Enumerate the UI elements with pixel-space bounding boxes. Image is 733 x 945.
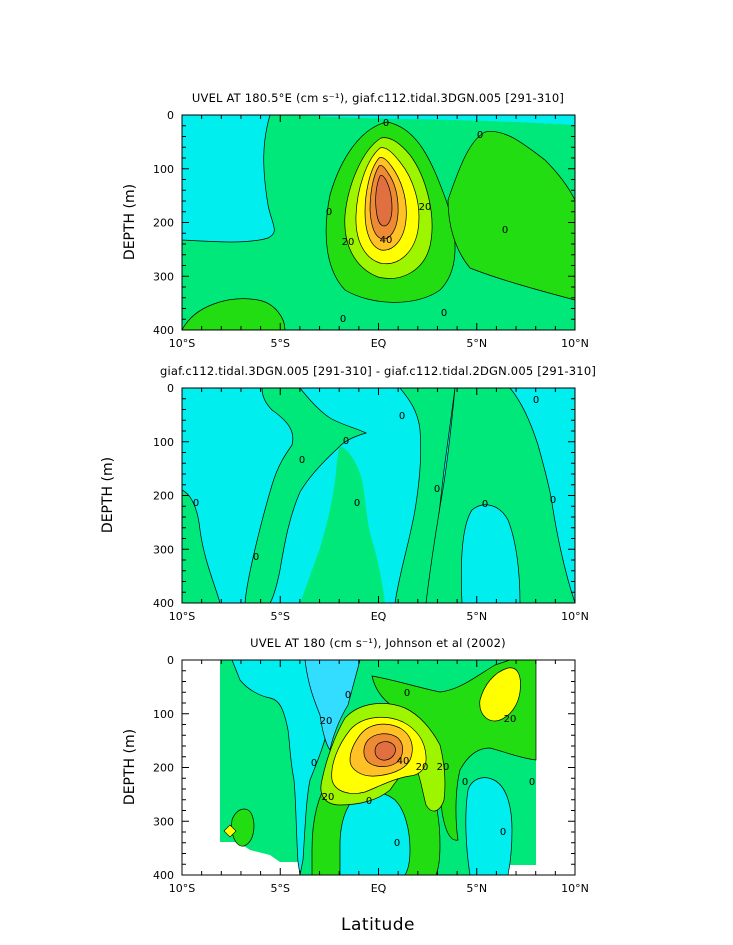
- panel-1-ylabel: DEPTH (m): [122, 184, 138, 260]
- panel-2: giaf.c112.tidal.3DGN.005 [291-310] - gia…: [100, 364, 596, 623]
- y-tick-label: 300: [153, 270, 174, 283]
- p3-label: 0: [500, 827, 506, 838]
- p3-label: 40: [397, 756, 410, 767]
- panel-2-ylabel: DEPTH (m): [100, 457, 116, 533]
- p1-label: 0: [441, 308, 447, 319]
- y-tick-label: 400: [153, 597, 174, 610]
- y-tick-label: 100: [153, 708, 174, 721]
- p1-label: 0: [477, 130, 483, 141]
- x-tick-label: 10°N: [561, 882, 589, 895]
- p3-band-above-60: [374, 741, 396, 761]
- p3-west-edge: [220, 660, 233, 842]
- y-tick-label: 100: [153, 163, 174, 176]
- p3-small-max: [223, 824, 237, 838]
- p3-label: 0: [462, 777, 468, 788]
- p2-label: 0: [354, 498, 360, 509]
- p1-label: 0: [502, 225, 508, 236]
- p3-label: 20: [322, 792, 335, 803]
- panel-1-title: UVEL AT 180.5°E (cm s⁻¹), giaf.c112.tida…: [192, 91, 564, 105]
- x-tick-label: 5°S: [271, 610, 290, 623]
- x-tick-label: 5°N: [466, 337, 487, 350]
- p3-negative-east: [465, 777, 513, 875]
- p2-label: 0: [550, 495, 556, 506]
- p2-positive-mid: [300, 446, 385, 603]
- p2-label: 0: [343, 436, 349, 447]
- p3-label: 0: [529, 777, 535, 788]
- p2-label: 0: [399, 411, 405, 422]
- panel-1-field: [182, 115, 575, 330]
- panel-3: UVEL AT 180 (cm s⁻¹), Johnson et al (200…: [122, 636, 589, 935]
- p2-positive-eastern-arch: [425, 388, 575, 603]
- p3-label: 0: [366, 796, 372, 807]
- x-axis-label: Latitude: [341, 915, 415, 935]
- panel-3-field: [220, 660, 537, 875]
- y-tick-label: 200: [153, 490, 174, 503]
- p1-label: 0: [383, 118, 389, 129]
- panel-2-title: giaf.c112.tidal.3DGN.005 [291-310] - gia…: [160, 364, 596, 378]
- p3-band-10-20-sw: [231, 808, 255, 847]
- p3-label: 0: [404, 688, 410, 699]
- p1-band-10-20-east: [447, 131, 575, 301]
- y-tick-label: 0: [167, 109, 174, 122]
- p2-label: 0: [253, 552, 259, 563]
- y-tick-label: 400: [153, 869, 174, 882]
- y-tick-label: 300: [153, 815, 174, 828]
- p1-label: 40: [380, 235, 393, 246]
- y-tick-label: 0: [167, 382, 174, 395]
- p3-negative-strong: [304, 660, 361, 751]
- p1-label: 0: [340, 314, 346, 325]
- p2-label: 0: [193, 498, 199, 509]
- p3-label: 0: [311, 758, 317, 769]
- x-tick-label: 5°N: [466, 882, 487, 895]
- p1-label: 20: [342, 237, 355, 248]
- p1-band-above-60: [375, 175, 393, 227]
- p2-positive-west: [182, 489, 221, 603]
- panel-3-ylabel: DEPTH (m): [122, 729, 138, 805]
- p1-negative-surface: [300, 115, 575, 125]
- p3-label: 20: [320, 716, 333, 727]
- x-tick-label: 5°N: [466, 610, 487, 623]
- p2-positive-band: [244, 388, 367, 603]
- p3-label: 0: [345, 690, 351, 701]
- p2-label: 0: [434, 484, 440, 495]
- x-tick-label: 10°N: [561, 610, 589, 623]
- p3-label: 20: [504, 714, 517, 725]
- x-tick-label: 10°S: [169, 882, 195, 895]
- y-tick-label: 0: [167, 654, 174, 667]
- x-tick-label: 5°S: [271, 882, 290, 895]
- y-tick-label: 200: [153, 762, 174, 775]
- p3-label: 20: [437, 762, 450, 773]
- panel-1: UVEL AT 180.5°E (cm s⁻¹), giaf.c112.tida…: [122, 91, 589, 350]
- p2-label: 0: [533, 395, 539, 406]
- p2-label: 0: [482, 499, 488, 510]
- x-tick-label: 10°S: [169, 337, 195, 350]
- x-tick-label: 5°S: [271, 337, 290, 350]
- x-tick-label: 10°N: [561, 337, 589, 350]
- p2-label: 0: [299, 455, 305, 466]
- p1-band-10-20-sw: [182, 298, 286, 330]
- x-tick-label: 10°S: [169, 610, 195, 623]
- x-tick-label: EQ: [371, 610, 387, 623]
- p2-ticks: 10°S 5°S EQ 5°N 10°N 0 100 200 300 400: [153, 382, 589, 623]
- p1-negative-west: [182, 115, 275, 243]
- p3-label: 0: [394, 838, 400, 849]
- x-tick-label: EQ: [371, 882, 387, 895]
- x-tick-label: EQ: [371, 337, 387, 350]
- p1-label: 20: [419, 202, 432, 213]
- y-tick-label: 200: [153, 217, 174, 230]
- p3-band-30-40-ne: [479, 667, 521, 722]
- panel-2-field: [182, 388, 575, 603]
- p3-label: 20: [416, 762, 429, 773]
- y-tick-label: 400: [153, 324, 174, 337]
- y-tick-label: 100: [153, 436, 174, 449]
- panel-3-title: UVEL AT 180 (cm s⁻¹), Johnson et al (200…: [250, 636, 506, 650]
- p1-label: 0: [326, 207, 332, 218]
- y-tick-label: 300: [153, 543, 174, 556]
